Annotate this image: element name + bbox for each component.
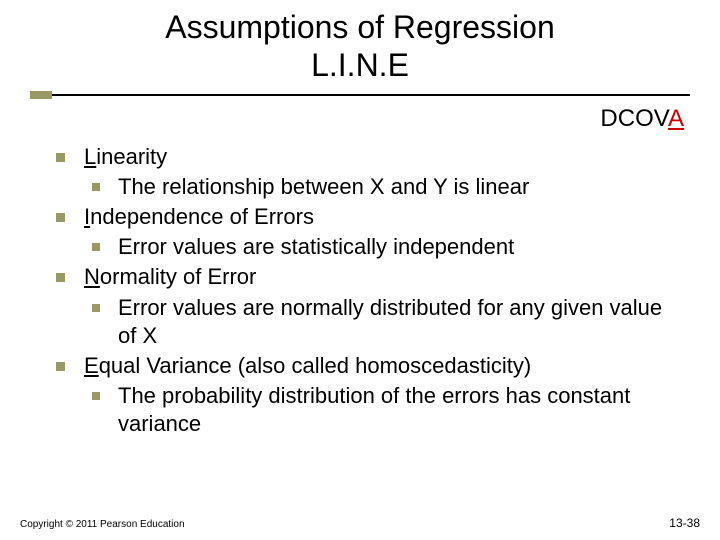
outer-list: Linearity The relationship between X and…	[50, 143, 680, 439]
dcova-a: A	[668, 105, 684, 132]
dcova-prefix: DCOV	[600, 105, 668, 132]
content-area: Linearity The relationship between X and…	[0, 143, 720, 439]
list-item: Linearity The relationship between X and…	[50, 143, 680, 201]
item-underlined: L	[84, 144, 96, 169]
inner-list: Error values are statistically independe…	[84, 233, 680, 261]
inner-list: Error values are normally distributed fo…	[84, 294, 680, 350]
rule-accent-box	[30, 91, 52, 99]
slide-title-line1: Assumptions of Regression	[0, 0, 720, 46]
item-rest: ndependence of Errors	[90, 204, 314, 229]
item-underlined: E	[84, 353, 99, 378]
inner-list: The probability distribution of the erro…	[84, 382, 680, 438]
page-number: 13-38	[669, 516, 700, 530]
dcova-label: DCOVA	[0, 99, 720, 143]
rule-line	[30, 94, 690, 96]
sub-item: The probability distribution of the erro…	[84, 382, 680, 438]
item-rest: ormality of Error	[100, 264, 256, 289]
slide-title-line2: L.I.N.E	[0, 46, 720, 90]
inner-list: The relationship between X and Y is line…	[84, 173, 680, 201]
list-item: Independence of Errors Error values are …	[50, 203, 680, 261]
list-item: Equal Variance (also called homoscedasti…	[50, 352, 680, 438]
title-rule	[30, 91, 690, 99]
copyright-text: Copyright © 2011 Pearson Education	[20, 519, 185, 530]
item-rest: qual Variance (also called homoscedastic…	[99, 353, 531, 378]
sub-item: Error values are normally distributed fo…	[84, 294, 680, 350]
sub-item: The relationship between X and Y is line…	[84, 173, 680, 201]
item-rest: inearity	[96, 144, 167, 169]
list-item: Normality of Error Error values are norm…	[50, 263, 680, 349]
item-underlined: N	[84, 264, 100, 289]
sub-item: Error values are statistically independe…	[84, 233, 680, 261]
